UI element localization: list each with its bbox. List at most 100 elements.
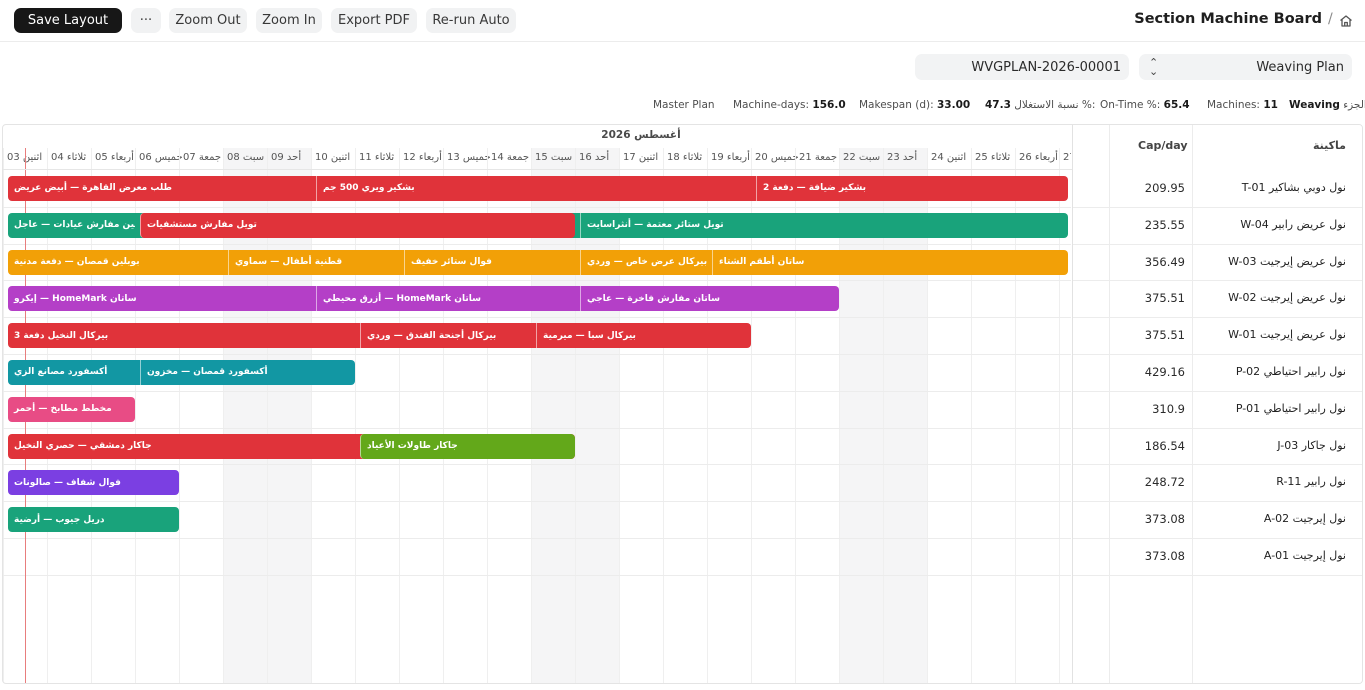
- day-header: 25 ثلاثاء: [975, 152, 1011, 163]
- job-segment[interactable]: فوال شفاف — صالونات: [14, 477, 121, 488]
- day-header: 11 ثلاثاء: [359, 152, 395, 163]
- day-header: 21 جمعة: [799, 152, 838, 163]
- row-divider: [3, 243, 1071, 245]
- day-column: [135, 148, 179, 683]
- zoom-out-button[interactable]: Zoom Out: [169, 8, 247, 33]
- job-segment[interactable]: ساتان أطقم الشتاء: [712, 249, 1068, 275]
- export-pdf-button[interactable]: Export PDF: [331, 8, 417, 33]
- job-segment[interactable]: تويل ستائر معتمة — أنثراسايت: [580, 212, 1068, 238]
- job-segment[interactable]: أكسفورد قمصان — مخزون: [140, 359, 355, 385]
- day-header: 09 أحد: [271, 152, 302, 163]
- rerun-auto-button[interactable]: Re-run Auto: [426, 8, 516, 33]
- machine-days-value: 156.0: [812, 99, 846, 111]
- machine-name[interactable]: نول عريض إيرجيت W-01: [1228, 328, 1346, 342]
- machine-column-header: ماكينة: [1313, 139, 1346, 152]
- machine-name[interactable]: نول رابير احتياطي P-02: [1235, 365, 1346, 378]
- machine-name[interactable]: نول عريض إيرجيت W-03: [1228, 254, 1346, 268]
- row-divider: [3, 501, 1071, 503]
- schedule-bar[interactable]: بيركال النخيل دفعة 3 بيركال أجنحة الفندق …: [8, 323, 751, 349]
- job-segment[interactable]: مخطط مطابخ — أحمر: [14, 404, 112, 415]
- more-options-button[interactable]: ···: [131, 8, 161, 33]
- job-segment[interactable]: دريل جيوب — أرضية: [14, 514, 105, 525]
- row-divider: [1073, 538, 1362, 539]
- cap-column-header: Cap/day: [1138, 139, 1188, 152]
- job-segment[interactable]: طلب معرض القاهرة — أبيض عريض: [14, 183, 172, 194]
- day-column: [179, 148, 223, 683]
- machine-name[interactable]: نول رابير R-11: [1276, 475, 1346, 489]
- day-header: 06 خميس: [139, 152, 183, 163]
- zoom-in-button[interactable]: Zoom In: [256, 8, 322, 33]
- day-column: [3, 148, 47, 683]
- machine-board: أغسطس 2026 03 اثنين 04 ثلاثاء 05 أربعاء 06 …: [2, 124, 1363, 684]
- schedule-bar[interactable]: طلب معرض القاهرة — أبيض عريض بشكير ويري 5…: [8, 175, 1068, 201]
- utilization-label: نسبة الاستغلال %:: [1014, 99, 1096, 111]
- machine-name[interactable]: نول إيرجيت A-02: [1263, 512, 1346, 526]
- job-segment[interactable]: بوبلين مفارش عيادات — عاجل: [14, 220, 135, 231]
- job-segment[interactable]: أزرق محيطي — HomeMark ساتان: [316, 286, 575, 312]
- machine-name[interactable]: نول جاكار J-03: [1277, 438, 1346, 452]
- job-segment[interactable]: ساتان مفارش فاخرة — عاجي: [580, 286, 839, 312]
- job-segment[interactable]: جاكار دمشقي — حصري النخيل: [14, 441, 152, 451]
- day-header: 24 اثنين: [931, 152, 967, 163]
- plan-id-field[interactable]: WVGPLAN-2026-00001: [915, 54, 1129, 80]
- job-segment[interactable]: أكسفورد مصانع الزي: [14, 367, 108, 378]
- save-layout-button[interactable]: Save Layout: [14, 8, 122, 33]
- master-plan-link[interactable]: Master Plan: [653, 99, 715, 111]
- machine-name[interactable]: نول دوبي بشاكير T-01: [1241, 181, 1346, 194]
- job-segment[interactable]: بيركال أجنحة الفندق — وردي: [360, 323, 531, 349]
- day-column: [443, 148, 487, 683]
- day-column: [619, 148, 663, 683]
- row-divider: [1073, 280, 1362, 282]
- job-segment[interactable]: بيركال النخيل دفعة 3: [14, 330, 109, 341]
- machine-name[interactable]: نول إيرجيت A-01: [1263, 549, 1346, 562]
- schedule-bar[interactable]: دريل جيوب — أرضية: [8, 507, 179, 533]
- row-divider: [3, 538, 1071, 539]
- updown-chevron-icon: ⌃ ⌄: [1149, 56, 1159, 78]
- day-column: [795, 148, 839, 683]
- schedule-bar[interactable]: بوبلين قمصان — دفعة مدنية قطنية أطفال — س…: [8, 249, 1068, 275]
- day-header: 20 خميس: [755, 152, 799, 163]
- machine-capacity: 373.08: [1144, 512, 1185, 527]
- day-header: 26 أربعاء: [1019, 152, 1058, 163]
- plan-type-select[interactable]: ⌃ ⌄ Weaving Plan: [1139, 54, 1352, 80]
- job-segment[interactable]: بيركال سبا — ميرمية: [536, 323, 751, 349]
- machine-capacity: 356.49: [1144, 254, 1185, 269]
- job-segment[interactable]: بشكير ضيافة — دفعة 2: [756, 175, 1068, 201]
- plan-stats-bar: Master Plan Machine-days: 156.0 Makespan…: [640, 99, 1365, 115]
- day-column: [1015, 148, 1059, 683]
- job-segment[interactable]: إيكرو — HomeMark ساتان: [14, 293, 137, 304]
- machine-table: Cap/day ماكينة 209.95 نول دوبي بشاكير T-0…: [1072, 125, 1362, 683]
- machine-capacity: 186.54: [1144, 438, 1185, 453]
- machine-name[interactable]: نول عريض إيرجيت W-02: [1228, 291, 1346, 305]
- schedule-bar[interactable]: إيكرو — HomeMark ساتان أزرق محيطي — HomeM…: [8, 286, 839, 312]
- job-segment[interactable]: جاكار طاولات الأعياد: [360, 433, 575, 459]
- schedule-bar[interactable]: بوبلين مفارش عيادات — عاجل تويل مفارش مست…: [8, 212, 1068, 238]
- schedule-bar[interactable]: فوال شفاف — صالونات: [8, 470, 179, 496]
- day-column: [355, 148, 399, 683]
- day-header: 14 جمعة: [491, 152, 530, 163]
- job-segment[interactable]: بشكير ويري 500 جم: [316, 175, 751, 201]
- day-header: 27: [1063, 152, 1071, 163]
- machine-name[interactable]: نول رابير احتياطي P-01: [1235, 401, 1346, 415]
- day-column: [487, 148, 531, 683]
- schedule-bar[interactable]: جاكار دمشقي — حصري النخيل جاكار طاولات ال…: [8, 433, 575, 459]
- job-segment[interactable]: فوال ستائر خفيف: [404, 249, 575, 275]
- machine-name[interactable]: نول عريض رابير W-04: [1240, 217, 1346, 231]
- day-column: [663, 148, 707, 683]
- job-segment[interactable]: بوبلين قمصان — دفعة مدنية: [14, 257, 140, 267]
- job-segment[interactable]: قطنية أطفال — سماوي: [228, 249, 399, 275]
- row-divider: [3, 317, 1071, 319]
- machine-capacity: 429.16: [1144, 365, 1185, 379]
- makespan-label: Makespan (d):: [859, 99, 934, 111]
- home-icon[interactable]: [1338, 13, 1354, 29]
- schedule-bar[interactable]: أكسفورد مصانع الزي أكسفورد قمصان — مخزون: [8, 359, 355, 385]
- job-segment[interactable]: تويل مفارش مستشفيات: [140, 212, 575, 238]
- row-divider: [1073, 427, 1362, 429]
- day-header: 08 سبت: [227, 152, 265, 163]
- day-header: 13 خميس: [447, 152, 491, 163]
- machine-capacity: 248.72: [1144, 475, 1185, 490]
- utilization-value: 47.3: [985, 99, 1011, 111]
- timeline-grid: أغسطس 2026 03 اثنين 04 ثلاثاء 05 أربعاء 06 …: [3, 125, 1071, 683]
- job-segment[interactable]: بيركال عرض خاص — وردي: [580, 249, 707, 275]
- schedule-bar[interactable]: مخطط مطابخ — أحمر: [8, 396, 135, 422]
